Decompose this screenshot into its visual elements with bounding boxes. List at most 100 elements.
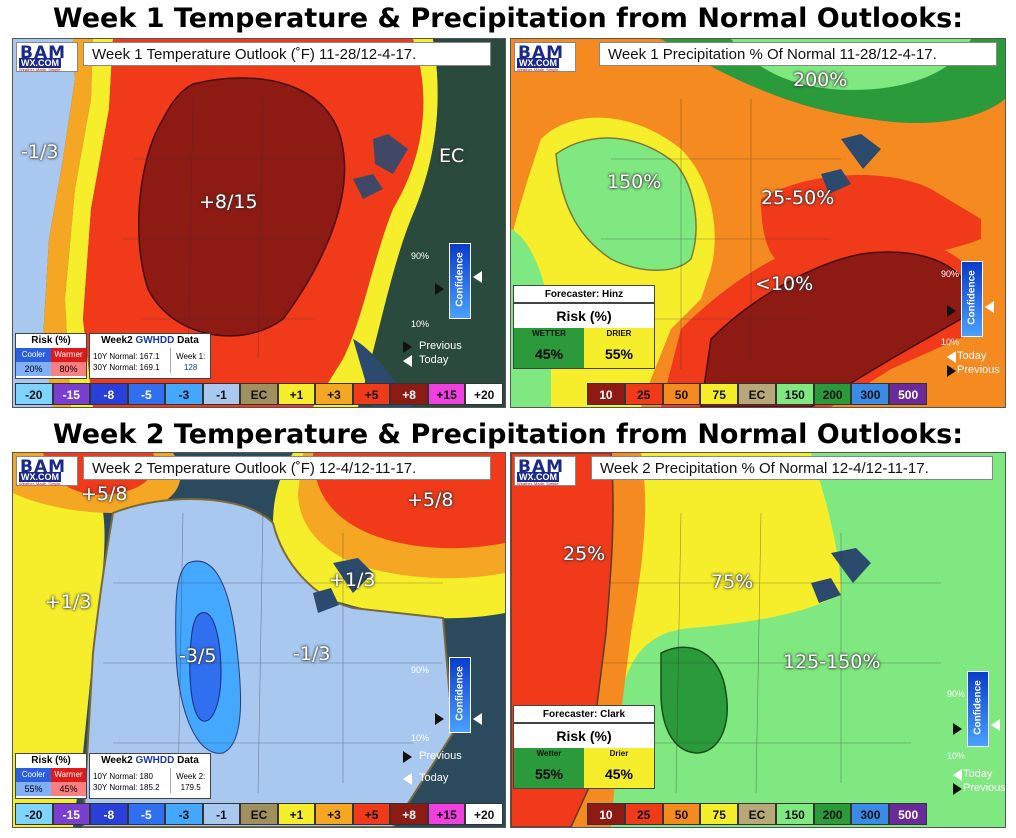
w1-precip-legend: 10 25 50 75 EC 150 200 300 500 — [587, 383, 928, 405]
today-label: Today — [419, 772, 449, 784]
conf-high: 90% — [411, 665, 430, 675]
today-label: Today — [419, 354, 449, 366]
warmer-label: Warmer — [51, 768, 86, 782]
legend-cell: +5 — [352, 803, 391, 825]
week2-heading: Week 2 Temperature & Precipitation from … — [52, 419, 964, 450]
legend-cell: 300 — [851, 803, 890, 825]
w2-precip-risk-box: Risk (%) Wetter Drier 55% 45% — [513, 723, 655, 789]
gwhdd-week-value: 179.5 — [180, 783, 201, 792]
risk-title: Risk (%) — [556, 728, 612, 744]
previous-marker-icon — [947, 305, 956, 317]
w2-temp-label-nw: +5/8 — [81, 483, 128, 505]
conf-bar-label: Confidence — [972, 680, 984, 735]
w2-temp-legend: -20 -15 -8 -5 -3 -1 EC +1 +3 +5 +8 +15 +20 — [15, 803, 503, 825]
w1-temp-label-center: +8/15 — [199, 191, 258, 213]
warmer-value: 45% — [51, 782, 86, 796]
w1-temp-label-west: -1/3 — [21, 141, 59, 163]
w2-temp-label-center: -3/5 — [179, 645, 217, 667]
legend-cell: +3 — [315, 803, 353, 825]
w1-precip-map — [511, 39, 1005, 407]
gwhdd-title-c: Data — [174, 335, 199, 346]
w2-temp-label-ne: +5/8 — [407, 489, 454, 511]
wetter-label: Wetter — [514, 748, 584, 760]
legend-cell: 200 — [813, 803, 852, 825]
previous-label: Previous — [419, 750, 462, 762]
w2-temp-map — [13, 453, 505, 827]
legend-cell: -3 — [165, 383, 203, 405]
legend-cell: -5 — [127, 383, 166, 405]
legend-cell: 150 — [775, 803, 814, 825]
today-legend-icon — [403, 355, 412, 367]
legend-cell: +8 — [390, 383, 428, 405]
w2-temp-label-east: +1/3 — [329, 569, 376, 591]
legend-cell: 500 — [889, 383, 928, 405]
legend-cell: 25 — [624, 803, 663, 825]
conf-low: 10% — [941, 337, 960, 347]
wetter-value: 55% — [514, 760, 584, 788]
legend-cell: +15 — [427, 383, 466, 405]
conf-bar-label: Confidence — [454, 666, 466, 721]
w1-precip-panel: BAM WX.COM Weather. Made. Simple. Week 1… — [510, 38, 1006, 408]
today-legend-icon — [403, 773, 412, 785]
cooler-value: 55% — [16, 782, 51, 796]
legend-cell: -8 — [90, 383, 128, 405]
today-label: Today — [957, 350, 987, 362]
logo-tagline: Weather. Made. Simple. — [19, 67, 62, 72]
legend-cell: -8 — [90, 803, 128, 825]
legend-cell: +3 — [315, 383, 353, 405]
w2-precip-panel: BAM WX.COM Weather. Made. Simple. Week 2… — [510, 452, 1006, 828]
cooler-value: 20% — [16, 362, 51, 376]
logo-tagline: Weather. Made. Simple. — [19, 481, 62, 486]
legend-cell: -15 — [52, 803, 91, 825]
previous-label: Previous — [957, 364, 1000, 376]
legend-cell: +20 — [465, 383, 503, 405]
gwhdd-normal30: 30Y Normal: 185.2 — [93, 783, 160, 792]
gwhdd-normal10: 10Y Normal: 180 — [93, 772, 153, 781]
legend-cell: +15 — [427, 803, 466, 825]
logo-wx-text: WX.COM — [517, 472, 559, 482]
risk-title: Risk (%) — [556, 308, 612, 324]
w1-precip-title: Week 1 Precipitation % Of Normal 11-28/1… — [599, 42, 997, 66]
w1-precip-label-150: 150% — [607, 171, 662, 193]
logo-tagline: Weather. Made. Simple. — [517, 481, 560, 486]
w2-precip-legend: 10 25 50 75 EC 150 200 300 500 — [587, 803, 928, 825]
legend-cell: -20 — [15, 803, 53, 825]
gwhdd-week-label: Week 1: — [176, 352, 206, 361]
w1-precip-label-10: <10% — [755, 273, 814, 295]
legend-cell: -1 — [202, 803, 241, 825]
legend-cell: 50 — [662, 803, 701, 825]
previous-marker-icon — [953, 723, 962, 735]
gwhdd-title: Week2 GWHDD Data — [90, 334, 210, 348]
previous-legend-icon — [403, 751, 412, 763]
gwhdd-title-b: GWHDD — [135, 755, 175, 766]
conf-bar: Confidence — [449, 243, 471, 319]
week1-heading: Week 1 Temperature & Precipitation from … — [52, 3, 964, 34]
w2-temp-title: Week 2 Temperature Outlook (˚F) 12-4/12-… — [83, 456, 491, 480]
w2-precip-label-75: 75% — [711, 571, 754, 593]
legend-cell: 200 — [813, 383, 852, 405]
previous-marker-icon — [473, 713, 482, 725]
today-legend-icon — [953, 769, 962, 781]
gwhdd-week-value: 128 — [183, 363, 198, 372]
legend-cell: 300 — [851, 383, 890, 405]
conf-high: 90% — [411, 251, 430, 261]
drier-value: 45% — [584, 760, 654, 788]
w1-gwhdd-box: Week2 GWHDD Data 10Y Normal: 167.1 30Y N… — [89, 333, 211, 379]
previous-legend-icon — [947, 365, 956, 377]
w2-temp-panel: BAM WX.COM Weather. Made. Simple. Week 2… — [12, 452, 506, 828]
legend-cell: +8 — [390, 803, 428, 825]
legend-cell: EC — [240, 383, 278, 405]
w2-precip-label-25: 25% — [563, 543, 606, 565]
conf-low: 10% — [411, 319, 430, 329]
legend-cell: 25 — [624, 383, 663, 405]
today-marker-icon — [435, 713, 444, 725]
legend-cell: -5 — [127, 803, 166, 825]
drier-label: Drier — [584, 748, 654, 760]
w1-temp-label-east: EC — [439, 145, 465, 167]
bam-logo: BAM WX.COM Weather. Made. Simple. — [514, 456, 576, 486]
w2-temp-label-southeast: -1/3 — [293, 643, 331, 665]
drier-value: 55% — [584, 340, 654, 368]
today-marker-icon — [985, 301, 994, 313]
today-marker-icon — [435, 283, 444, 295]
legend-cell: +1 — [277, 803, 316, 825]
